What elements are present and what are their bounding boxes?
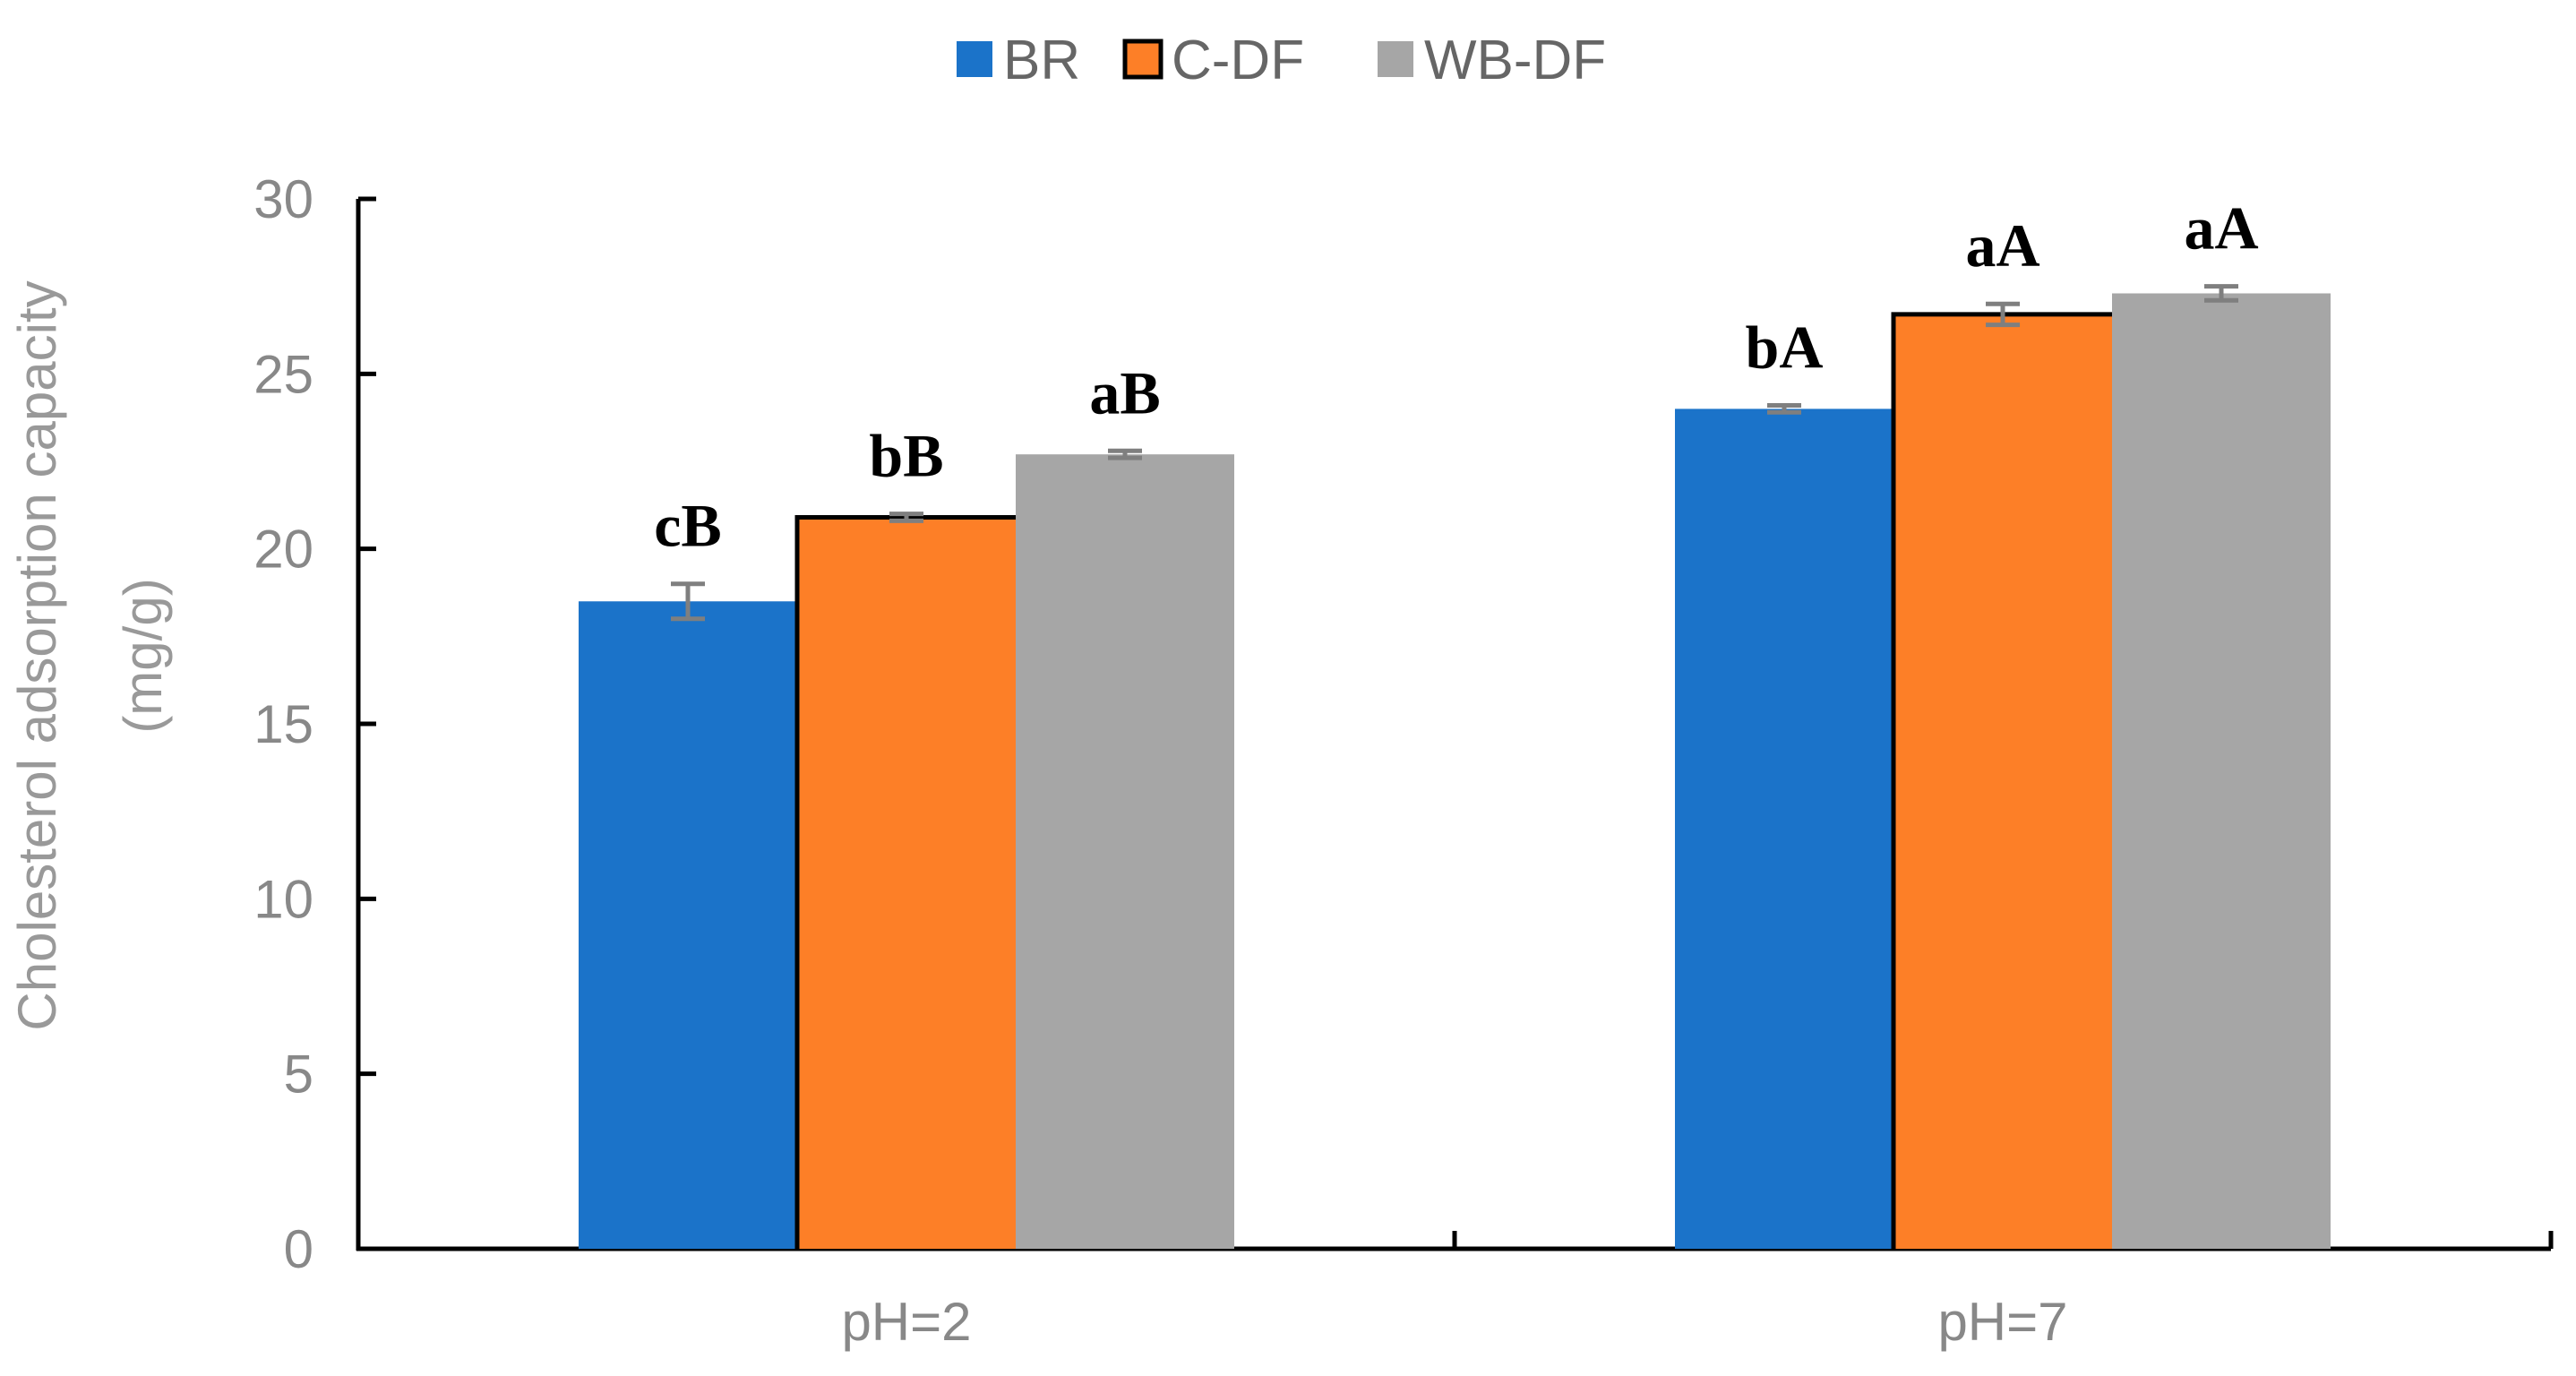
bar-c-df-1 <box>797 517 1016 1249</box>
legend-label-wb-df: WB-DF <box>1424 30 1606 91</box>
y-axis-title-line2: (mg/g) <box>113 578 173 733</box>
legend-label-c-df: C-DF <box>1172 30 1304 91</box>
y-tick-label: 15 <box>253 694 313 754</box>
bar-wb-df-1 <box>1016 454 1234 1250</box>
significance-label-c-df-2: aA <box>1965 211 2039 280</box>
y-tick-label: 0 <box>284 1219 313 1279</box>
y-tick-label: 5 <box>284 1045 313 1105</box>
y-tick-label: 25 <box>253 344 313 404</box>
bar-wb-df-2 <box>2112 293 2331 1250</box>
x-tick-label: pH=7 <box>1937 1292 2067 1352</box>
significance-label-wb-df-2: aA <box>2184 194 2258 262</box>
legend-swatch-c-df <box>1122 39 1163 80</box>
y-tick-label: 30 <box>253 169 313 229</box>
y-axis-title: Cholesterol adsorption capacity (mg/g) <box>7 280 173 1030</box>
plot-area: cB bA bB aA aB aA <box>579 194 2331 1250</box>
y-axis-title-line1: Cholesterol adsorption capacity <box>7 280 67 1030</box>
legend-swatch-wb-df <box>1378 41 1413 77</box>
x-tick-label: pH=2 <box>841 1292 971 1352</box>
bar-br-1 <box>579 601 797 1249</box>
y-tick-label: 10 <box>253 869 313 929</box>
significance-label-br-1: cB <box>654 492 722 560</box>
bar-br-2 <box>1675 408 1893 1249</box>
significance-label-c-df-1: bB <box>869 422 943 490</box>
y-tick-label: 20 <box>253 520 313 580</box>
significance-label-br-2: bA <box>1746 313 1824 381</box>
legend-swatch-br <box>957 41 992 77</box>
legend: BR C-DF WB-DF <box>957 30 1606 91</box>
significance-label-wb-df-1: aB <box>1089 358 1160 426</box>
bar-c-df-2 <box>1893 314 2112 1249</box>
bar-outline-c-df-1 <box>794 515 1016 1249</box>
bar-outline-c-df-2 <box>1891 312 2112 1249</box>
legend-label-br: BR <box>1003 30 1080 91</box>
